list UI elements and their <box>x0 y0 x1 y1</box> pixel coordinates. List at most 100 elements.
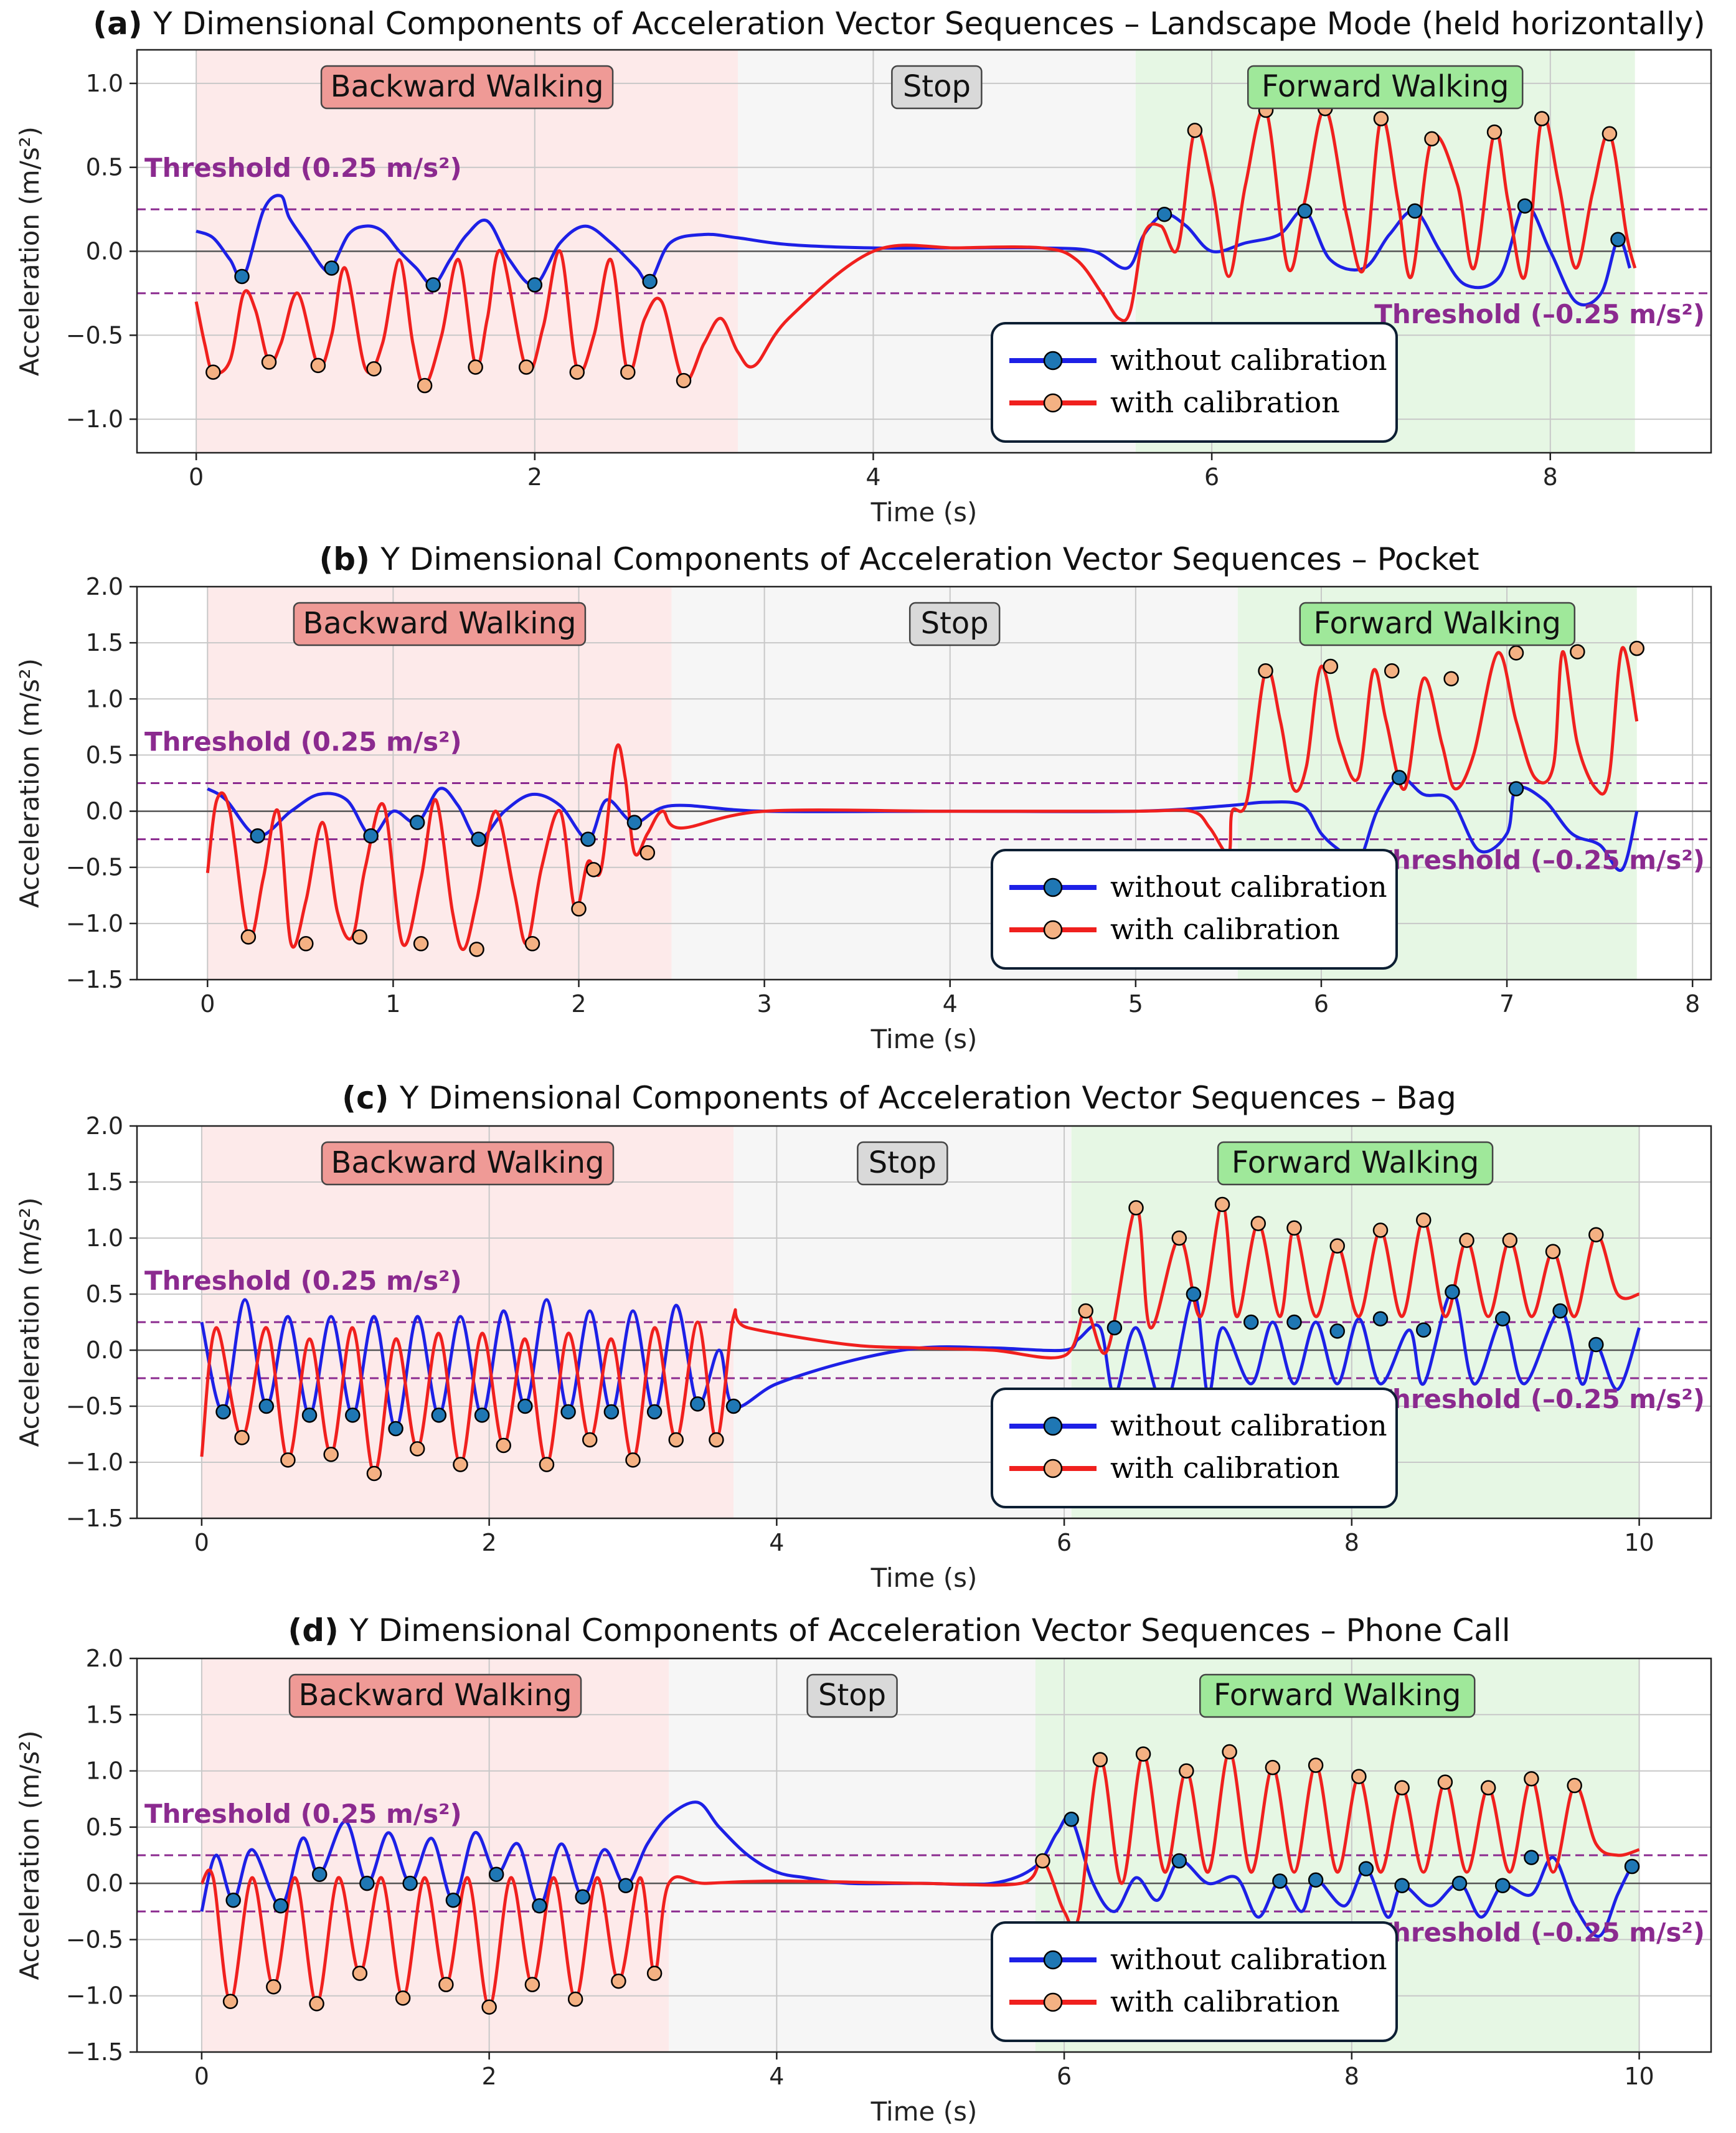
peak-marker-with <box>453 1457 468 1472</box>
peak-marker-without <box>345 1407 361 1423</box>
region-label-box-stop <box>908 602 1001 646</box>
y-axis-label: Acceleration (m/s²) <box>14 1731 45 1980</box>
peak-marker-without <box>388 1421 403 1437</box>
peak-marker-without <box>1407 203 1423 219</box>
peak-marker-with <box>222 1993 238 2009</box>
peak-marker-with <box>1480 1780 1496 1795</box>
peak-marker-without <box>1106 1320 1123 1336</box>
peak-marker-without <box>311 1866 328 1882</box>
x-tick-label: 2 <box>527 463 542 491</box>
legend-marker-with <box>1043 1992 1063 2012</box>
peak-marker-without <box>1610 232 1626 247</box>
threshold-upper-label: Threshold (0.25 m/s²) <box>144 1265 462 1296</box>
peak-marker-without <box>431 1407 447 1423</box>
peak-marker-with <box>1602 126 1618 142</box>
y-tick-label: −1.0 <box>66 1982 123 2010</box>
peak-marker-without <box>575 1889 590 1905</box>
peak-marker-with <box>1443 671 1459 687</box>
region-label-backward: Backward Walking <box>299 1678 572 1713</box>
threshold-upper-label: Threshold (0.25 m/s²) <box>144 727 462 757</box>
legend-label-with: with calibration <box>1110 1985 1340 2018</box>
peak-marker-with <box>1416 1212 1432 1228</box>
legend-box <box>991 1921 1398 2042</box>
x-tick-label: 8 <box>1344 1529 1359 1556</box>
peak-marker-with <box>1128 1200 1144 1216</box>
axes-frame <box>136 1125 1712 1520</box>
peak-marker-without <box>1391 770 1407 785</box>
peak-marker-with <box>539 1457 555 1472</box>
region-label-stop: Stop <box>818 1678 886 1713</box>
peak-marker-without <box>1156 206 1172 222</box>
peak-marker-with <box>1629 640 1645 656</box>
peak-marker-with <box>280 1452 296 1468</box>
axes-frame <box>136 1657 1712 2053</box>
peak-marker-with <box>1372 1223 1389 1238</box>
peak-marker-with <box>1265 1759 1281 1776</box>
peak-marker-with <box>352 1965 368 1981</box>
peak-marker-with <box>646 1965 663 1981</box>
y-tick-label: −0.5 <box>66 1926 123 1953</box>
peak-marker-with <box>266 1979 281 1995</box>
region-label-backward: Backward Walking <box>303 606 576 641</box>
region-label-box-forward <box>1299 602 1576 646</box>
x-axis-label: Time (s) <box>870 497 978 527</box>
peak-marker-without <box>363 828 379 844</box>
region-label-box-forward <box>1217 1141 1494 1186</box>
panel-title: (c) Y Dimensional Components of Accelera… <box>342 1080 1456 1116</box>
y-tick-label: −1.5 <box>66 1505 123 1532</box>
region-label-backward: Backward Walking <box>331 69 604 104</box>
series-line-with-calibration <box>194 106 1637 387</box>
peak-marker-with <box>625 1452 641 1468</box>
legend-marker-without <box>1043 1950 1063 1970</box>
peak-marker-with <box>524 1977 540 1992</box>
panel-title: (d) Y Dimensional Components of Accelera… <box>288 1612 1510 1648</box>
legend-box <box>991 322 1398 443</box>
peak-marker-with <box>1329 1238 1345 1254</box>
peak-marker-without <box>250 828 266 844</box>
y-tick-label: 0.0 <box>86 1336 123 1364</box>
y-tick-label: 2.0 <box>86 1112 123 1140</box>
legend-label-with: with calibration <box>1110 1451 1340 1485</box>
peak-marker-with <box>1171 1230 1187 1246</box>
x-tick-label: 4 <box>769 1529 784 1556</box>
peak-marker-without <box>725 1398 742 1414</box>
peak-marker-with <box>1179 1763 1194 1779</box>
legend-marker-without <box>1043 1416 1063 1436</box>
legend-label-without: without calibration <box>1110 343 1387 377</box>
x-tick-label: 8 <box>1344 2063 1359 2090</box>
y-tick-label: 0.5 <box>86 1814 123 1841</box>
x-axis-label: Time (s) <box>870 1024 978 1054</box>
peak-marker-with <box>676 372 692 389</box>
peak-marker-without <box>1494 1878 1511 1894</box>
peak-marker-with <box>1286 1220 1302 1236</box>
peak-marker-with <box>611 1973 626 1989</box>
region-label-box-backward <box>288 1673 582 1718</box>
region-label-box-backward <box>320 65 614 110</box>
peak-marker-without <box>215 1404 231 1420</box>
panel-title-text: Y Dimensional Components of Acceleration… <box>399 1080 1456 1116</box>
peak-marker-without <box>1451 1875 1468 1891</box>
peak-marker-without <box>1308 1872 1324 1888</box>
peak-marker-without <box>488 1866 504 1882</box>
peak-marker-without <box>445 1892 461 1908</box>
panel-title-prefix: (d) <box>288 1612 349 1648</box>
peak-marker-with <box>1258 663 1273 679</box>
peak-marker-with <box>1222 1744 1237 1760</box>
series-line-with-calibration <box>200 1203 1640 1475</box>
region-label-box-stop <box>891 65 983 110</box>
peak-marker-with <box>1424 131 1440 147</box>
peak-marker-with <box>620 364 636 380</box>
peak-marker-with <box>567 1991 583 2007</box>
peak-marker-without <box>1524 1850 1539 1865</box>
region-label-forward: Forward Walking <box>1314 606 1561 641</box>
panel-c: (c) Y Dimensional Components of Accelera… <box>14 1080 1712 1593</box>
region-label-box-forward <box>1247 65 1524 110</box>
y-tick-label: 1.0 <box>86 1224 123 1252</box>
region-label-forward: Forward Walking <box>1214 1678 1461 1713</box>
peak-marker-with <box>1437 1774 1453 1790</box>
peak-marker-with <box>1351 1769 1367 1784</box>
peak-marker-with <box>417 377 433 394</box>
peak-marker-with <box>309 1996 324 2012</box>
x-tick-label: 4 <box>769 2063 784 2090</box>
y-tick-label: 2.0 <box>86 573 123 600</box>
